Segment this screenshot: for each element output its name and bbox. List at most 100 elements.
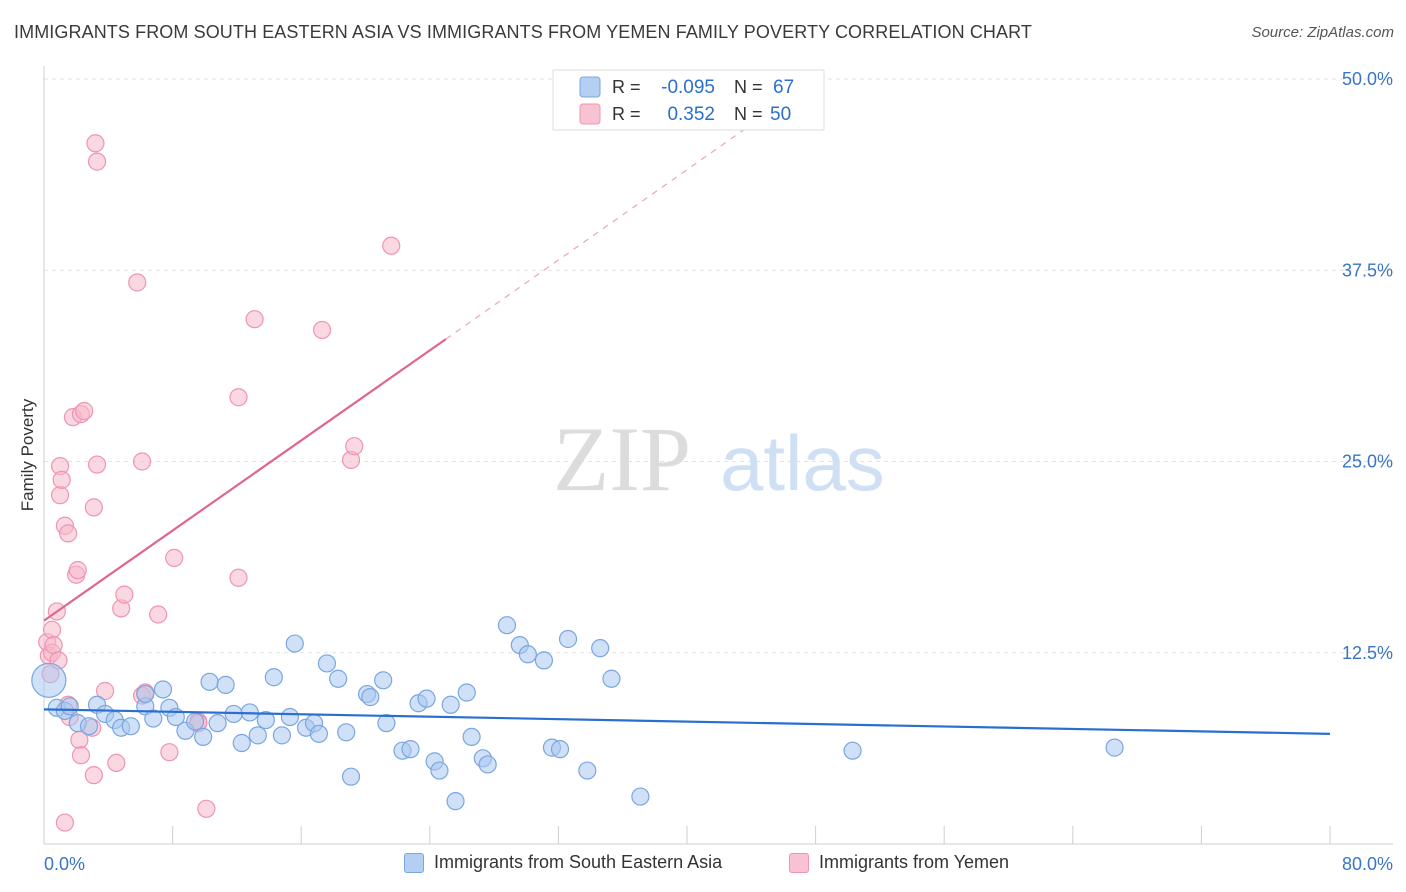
blue-point [631,787,650,806]
blue-point [457,683,476,702]
pink-point [165,548,184,567]
blue-point [248,726,267,745]
y-tick-label: 12.5% [1342,643,1393,663]
bottom-legend-pink-label: Immigrants from Yemen [819,852,1010,872]
blue-point [361,688,380,707]
pink-trend-line [43,338,447,622]
blue-point [446,792,465,811]
blue-point [31,662,67,698]
bottom-legend-pink[interactable]: Immigrants from Yemen [789,852,1009,873]
blue-point [60,697,79,716]
bottom-legend-pink-swatch [789,852,809,873]
blue-point [186,712,205,731]
blue-point [462,727,481,747]
blue-point [280,707,300,727]
blue-point [285,634,304,653]
blue-point [401,740,420,759]
legend-swatch-blue [579,76,601,98]
pink-point [75,401,94,421]
blue-point [153,680,173,699]
blue-point [591,639,610,658]
pink-point [115,585,134,604]
blue-point [317,654,337,673]
blue-point [497,616,517,635]
blue-point [843,741,862,760]
x-tick-label-min: 0.0% [44,854,85,874]
chart-title: IMMIGRANTS FROM SOUTH EASTERN ASIA VS IM… [14,22,1033,42]
blue-point [441,695,460,714]
bottom-legend-blue[interactable]: Immigrants from South Eastern Asia [404,852,722,873]
pink-point [84,766,103,785]
blue-point [558,629,578,649]
blue-point [1105,738,1124,757]
legend-n-label-pink: N = [734,104,763,124]
pink-point [50,486,70,505]
legend-swatch-pink [579,103,601,125]
pink-trend-extension [445,101,784,340]
x-ticks [43,826,1331,844]
pink-point [229,568,248,587]
pink-point [107,753,126,773]
pink-point [68,561,87,580]
pink-point [52,470,71,489]
legend-r-label-pink: R = [612,104,641,124]
blue-point [144,709,163,728]
blue-point [602,669,621,688]
blue-point [518,645,537,664]
source-label: Source: ZipAtlas.com [1251,24,1394,41]
y-axis-label: Family Poverty [18,398,37,511]
blue-point [200,672,219,691]
pink-point [86,134,105,153]
blue-point [272,726,292,745]
blue-point [337,723,356,742]
blue-point [136,684,155,704]
legend-n-value-blue: 67 [773,77,794,98]
y-tick-label: 50.0% [1342,69,1393,89]
blue-point [256,710,275,730]
blue-trend-line [43,708,1331,735]
pink-point [128,273,147,292]
legend-n-value-pink: 50 [770,104,791,125]
blue-point [374,671,393,690]
pink-point [149,605,168,624]
legend-n-label-blue: N = [734,77,763,97]
blue-point [232,733,251,753]
pink-point [71,746,91,765]
blue-point [550,740,570,759]
x-tick-label-max: 80.0% [1342,854,1393,874]
blue-point [208,714,227,733]
watermark: ZIP atlas [553,408,885,510]
legend-r-value-blue: -0.095 [661,77,715,98]
pink-point [55,813,74,832]
pink-point [160,743,179,762]
pink-point [42,620,62,639]
trend-lines [43,101,1331,735]
legend-r-value-pink: 0.352 [667,104,715,125]
pink-point [229,388,248,407]
blue-point [430,761,449,780]
pink-point [197,799,216,818]
blue-point [534,651,554,670]
blue-point [194,727,213,747]
watermark-zip: ZIP [553,408,691,510]
pink-point [95,681,115,701]
pink-point [132,452,152,471]
y-tick-label: 37.5% [1342,260,1393,280]
blue-point [264,668,283,687]
gridlines [44,78,1393,654]
pink-point [382,236,401,255]
pink-point [345,437,364,456]
axes [43,66,1393,845]
blue-point [417,689,436,708]
blue-point [121,717,140,736]
watermark-atlas: atlas [720,419,885,507]
legend-r-label-blue: R = [612,77,641,97]
pink-point [87,455,107,474]
y-tick-label: 25.0% [1342,452,1393,472]
blue-point [216,675,235,694]
blue-point [329,669,348,688]
blue-point [578,761,597,780]
pink-point [245,310,264,329]
pink-point [44,635,63,655]
